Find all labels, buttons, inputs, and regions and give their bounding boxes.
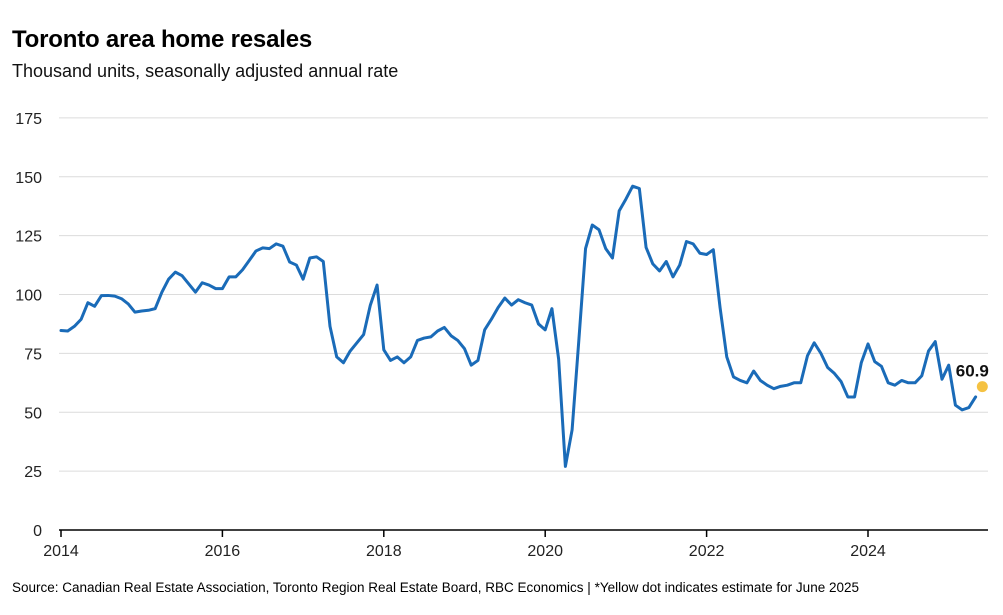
y-tick-label-50: 50 — [24, 405, 42, 422]
x-tick-label-2016: 2016 — [205, 543, 241, 560]
series-layer — [59, 184, 978, 468]
estimate-dot — [976, 381, 988, 393]
estimate-label: 60.9 — [956, 362, 989, 381]
y-tick-label-125: 125 — [15, 229, 42, 246]
x-tick-label-2018: 2018 — [366, 543, 402, 560]
x-tick-label-2024: 2024 — [850, 543, 886, 560]
x-tick-label-2022: 2022 — [689, 543, 725, 560]
chart-subtitle: Thousand units, seasonally adjusted annu… — [12, 61, 399, 81]
y-tick-label-75: 75 — [24, 346, 42, 363]
x-tick-label-2020: 2020 — [527, 543, 563, 560]
y-axis: 0 25 50 75 100 125 150 175 — [15, 111, 42, 540]
y-tick-label-175: 175 — [15, 111, 42, 128]
chart-source: Source: Canadian Real Estate Association… — [12, 580, 859, 595]
grid — [59, 117, 988, 472]
y-tick-label-0: 0 — [33, 523, 42, 540]
x-axis: 2014 2016 2018 2020 2022 2024 — [43, 529, 988, 560]
y-tick-label-150: 150 — [15, 170, 42, 187]
y-tick-label-25: 25 — [24, 464, 42, 481]
y-tick-label-100: 100 — [15, 288, 42, 305]
x-tick-label-2014: 2014 — [43, 543, 79, 560]
series-line-0 — [59, 184, 978, 468]
estimate-layer: 60.9 — [956, 362, 989, 393]
chart-title: Toronto area home resales — [12, 26, 312, 53]
